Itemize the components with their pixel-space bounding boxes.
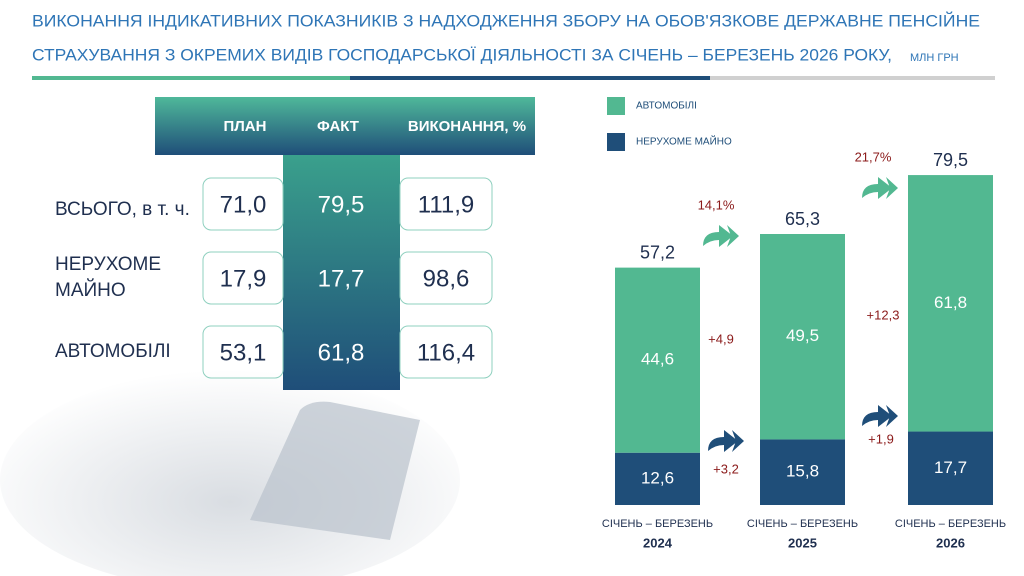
cell: 98,6	[423, 265, 470, 292]
value-label: 61,8	[934, 293, 967, 312]
cell-box	[399, 251, 493, 305]
legend-swatch	[607, 97, 625, 115]
fact-column	[283, 155, 400, 390]
table-header	[155, 97, 535, 155]
cell-box	[202, 251, 284, 305]
category-label: СІЧЕНЬ – БЕРЕЗЕНЬ	[747, 518, 858, 530]
row-label: ВСЬОГО, в т. ч.	[55, 199, 190, 220]
title-line: СТРАХУВАННЯ З ОКРЕМИХ ВИДІВ ГОСПОДАРСЬКО…	[32, 45, 892, 64]
annotation: 21,7%	[855, 149, 892, 164]
annotation: +12,3	[867, 307, 900, 322]
value-label: 44,6	[641, 350, 674, 369]
cell: 17,7	[318, 265, 365, 292]
cell-box	[399, 325, 493, 379]
cell: 61,8	[318, 339, 365, 366]
cell: 17,9	[220, 265, 267, 292]
arrow	[862, 405, 898, 427]
category-year: 2026	[936, 535, 965, 550]
cell: 71,0	[220, 191, 267, 218]
table: ПЛАН ФАКТ ВИКОНАННЯ, % ВСЬОГО, в т. ч. 71,0 7…	[55, 118, 526, 379]
row-label: НЕРУХОМЕ	[55, 254, 161, 275]
cell-box	[399, 177, 493, 231]
bar-segment	[760, 234, 845, 440]
value-label: 49,5	[786, 326, 819, 345]
unit: МЛН ГРН	[910, 52, 959, 64]
annotation: +1,9	[868, 431, 894, 446]
value-label: 17,7	[934, 458, 967, 477]
rule	[350, 76, 710, 80]
arrow	[862, 177, 898, 199]
row-label: АВТОМОБІЛІ	[55, 341, 171, 362]
rule	[32, 76, 350, 80]
legend-label: НЕРУХОМЕ МАЙНО	[636, 135, 732, 148]
annotation: +4,9	[708, 331, 734, 346]
bar-segment	[760, 439, 845, 505]
legend-label: АВТОМОБІЛІ	[636, 101, 697, 112]
category-year: 2024	[643, 535, 673, 550]
total-label: 79,5	[933, 150, 968, 170]
bar-segment	[908, 175, 993, 432]
category-label: СІЧЕНЬ – БЕРЕЗЕНЬ	[602, 518, 713, 530]
legend-swatch	[607, 133, 625, 151]
cell: 116,4	[417, 339, 475, 366]
cell-box	[202, 325, 284, 379]
rule	[710, 76, 995, 80]
cell: 111,9	[418, 191, 475, 218]
laptop	[250, 401, 420, 540]
bar-segment	[908, 431, 993, 505]
chart: АВТОМОБІЛІ НЕРУХОМЕ МАЙНО 12,6 44,6 57,2 СІЧЕ…	[602, 97, 1006, 550]
category-label: СІЧЕНЬ – БЕРЕЗЕНЬ	[895, 518, 1006, 530]
title-line: ВИКОНАННЯ ІНДИКАТИВНИХ ПОКАЗНИКІВ З НАДХ…	[32, 11, 980, 30]
column-header: ФАКТ	[317, 118, 359, 135]
annotation: 14,1%	[698, 197, 735, 212]
value-label: 12,6	[641, 468, 674, 487]
column-header: ПЛАН	[224, 118, 267, 135]
column-header: ВИКОНАННЯ, %	[408, 118, 526, 135]
total-label: 65,3	[785, 209, 820, 229]
annotation: +3,2	[713, 461, 739, 476]
cell: 79,5	[318, 191, 365, 218]
total-label: 57,2	[640, 242, 675, 262]
cell: 53,1	[220, 339, 267, 366]
arrow	[703, 225, 739, 247]
arrow	[708, 430, 744, 452]
cell-box	[202, 177, 284, 231]
row-label: МАЙНО	[55, 279, 126, 301]
bar-segment	[615, 267, 700, 453]
bar-segment	[615, 452, 700, 505]
category-year: 2025	[788, 535, 817, 550]
value-label: 15,8	[786, 462, 819, 481]
